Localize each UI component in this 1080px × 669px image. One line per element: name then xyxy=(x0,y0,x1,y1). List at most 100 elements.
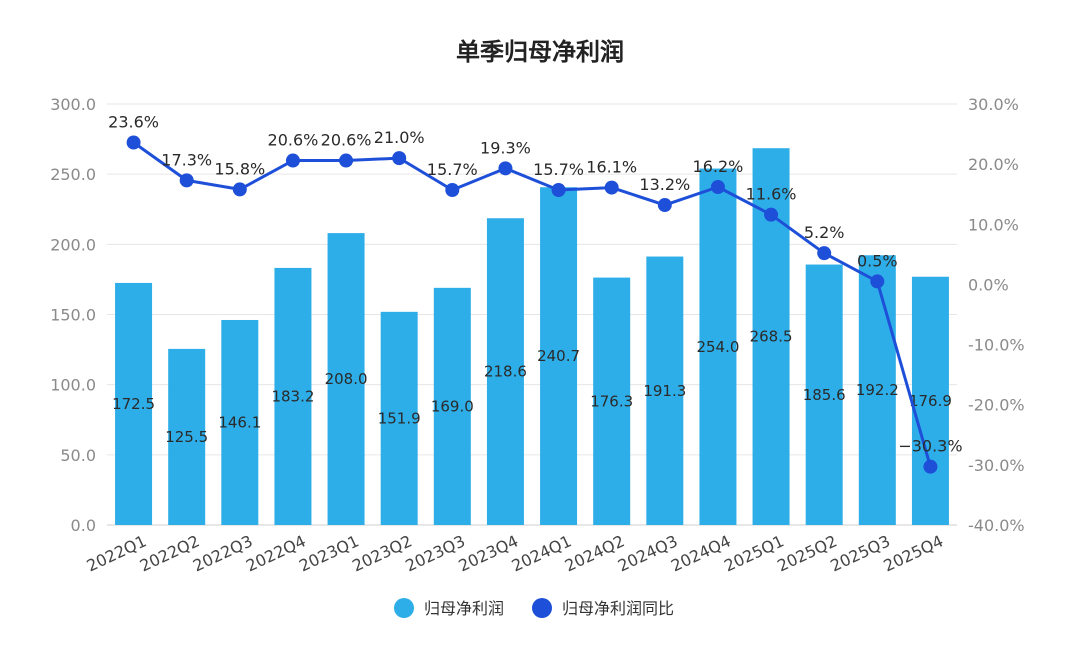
legend-bar-swatch xyxy=(394,598,414,618)
line-value-label: 20.6% xyxy=(268,131,319,150)
x-tick-label: 2022Q2 xyxy=(137,531,203,575)
line-value-label: −30.3% xyxy=(898,437,962,456)
bar-value-label: 176.3 xyxy=(590,392,633,410)
bar xyxy=(646,256,684,525)
line-value-label: 21.0% xyxy=(374,128,425,147)
bar xyxy=(486,218,524,526)
yoy-line xyxy=(132,141,932,468)
x-tick-label: 2022Q1 xyxy=(84,531,150,575)
line-value-label: 16.1% xyxy=(586,158,637,177)
right-tick-label: 20.0% xyxy=(968,155,1019,174)
line-value-label: 23.6% xyxy=(108,112,159,131)
line-point xyxy=(232,182,247,197)
line-point xyxy=(498,161,513,176)
bar xyxy=(593,277,631,525)
x-tick-label: 2025Q4 xyxy=(881,531,947,575)
line-point xyxy=(551,183,566,198)
x-tick-label: 2024Q2 xyxy=(562,531,628,575)
line-point xyxy=(392,151,407,166)
right-tick-label: -10.0% xyxy=(968,336,1025,355)
bar xyxy=(115,282,153,525)
bar-value-label: 183.2 xyxy=(271,387,314,405)
bar-labels: 172.5 125.5 146.1 183.2 208.0 151.9 169.0 218.6… xyxy=(112,328,952,446)
bar xyxy=(274,267,312,525)
right-tick-label: -40.0% xyxy=(968,516,1025,535)
bar xyxy=(699,168,737,525)
bar xyxy=(380,311,418,525)
bar-value-label: 192.2 xyxy=(856,381,899,399)
legend-line-label: 归母净利润同比 xyxy=(562,599,674,618)
bar-value-label: 185.6 xyxy=(803,386,846,404)
bar-value-label: 176.9 xyxy=(909,392,952,410)
left-axis: 0.0 50.0 100.0 150.0 200.0 250.0 300.0 xyxy=(50,95,96,535)
bar-value-label: 268.5 xyxy=(750,328,793,346)
left-tick-label: 200.0 xyxy=(50,235,96,254)
x-tick-label: 2024Q4 xyxy=(668,531,734,575)
line-point xyxy=(179,173,194,188)
line-value-label: 5.2% xyxy=(804,223,845,242)
right-tick-label: 0.0% xyxy=(968,275,1009,294)
bar-series xyxy=(115,148,949,526)
bar-value-label: 125.5 xyxy=(165,428,208,446)
line-value-label: 20.6% xyxy=(321,131,372,150)
x-tick-label: 2025Q1 xyxy=(721,531,787,575)
bar xyxy=(221,319,259,525)
x-tick-label: 2023Q1 xyxy=(296,531,362,575)
bar-value-label: 254.0 xyxy=(696,338,739,356)
x-tick-label: 2025Q3 xyxy=(827,531,893,575)
left-tick-label: 50.0 xyxy=(60,446,96,465)
bar-value-label: 240.7 xyxy=(537,347,580,365)
chart-title: 单季归母净利润 xyxy=(456,38,624,66)
bar-value-label: 172.5 xyxy=(112,395,155,413)
line-point xyxy=(445,183,460,198)
left-tick-label: 150.0 xyxy=(50,306,96,325)
x-tick-label: 2025Q2 xyxy=(774,531,840,575)
line-value-label: 17.3% xyxy=(161,150,212,169)
line-point xyxy=(126,135,141,150)
bar-value-label: 151.9 xyxy=(378,409,421,427)
line-series: 23.6%17.3% 15.8%20.6% 20.6% 21.0%15.7%19.3%… xyxy=(108,112,963,474)
line-point xyxy=(870,274,885,289)
line-value-label: 0.5% xyxy=(857,251,898,270)
right-tick-label: 30.0% xyxy=(968,95,1019,114)
x-tick-label: 2024Q1 xyxy=(509,531,575,575)
line-point xyxy=(764,207,779,222)
legend: 归母净利润 归母净利润同比 xyxy=(394,598,674,618)
bar xyxy=(433,287,471,525)
bar-value-label: 169.0 xyxy=(431,397,474,415)
x-axis: 2022Q12022Q22022Q32022Q42023Q12023Q22023… xyxy=(84,531,946,575)
x-tick-label: 2024Q3 xyxy=(615,531,681,575)
bar xyxy=(540,187,578,526)
left-tick-label: 100.0 xyxy=(50,376,96,395)
x-tick-label: 2022Q3 xyxy=(190,531,256,575)
line-value-label: 15.7% xyxy=(533,160,584,179)
bar-value-label: 208.0 xyxy=(325,370,368,388)
left-tick-label: 0.0 xyxy=(71,516,96,535)
line-point xyxy=(604,180,619,195)
line-value-label: 15.7% xyxy=(427,160,478,179)
line-value-label: 13.2% xyxy=(639,175,690,194)
left-tick-label: 250.0 xyxy=(50,165,96,184)
line-point xyxy=(923,459,938,474)
right-tick-label: -20.0% xyxy=(968,396,1025,415)
legend-bar-label: 归母净利润 xyxy=(424,599,504,618)
bar-value-label: 146.1 xyxy=(218,413,261,431)
x-tick-label: 2022Q4 xyxy=(243,531,309,575)
right-axis: -40.0% -30.0% -20.0% -10.0% 0.0% 10.0% 20.0% 30… xyxy=(968,95,1025,535)
line-value-label: 11.6% xyxy=(746,185,797,204)
right-tick-label: -30.0% xyxy=(968,456,1025,475)
bar-value-label: 191.3 xyxy=(643,382,686,400)
x-tick-label: 2023Q3 xyxy=(402,531,468,575)
line-point xyxy=(285,153,300,168)
line-value-label: 16.2% xyxy=(693,157,744,176)
bar xyxy=(327,233,365,525)
line-point xyxy=(710,179,725,194)
line-value-label: 15.8% xyxy=(214,159,265,178)
left-tick-label: 300.0 xyxy=(50,95,96,114)
bar xyxy=(858,255,896,525)
bar xyxy=(805,264,843,525)
bar xyxy=(911,276,949,525)
bar-value-label: 218.6 xyxy=(484,363,527,381)
line-point xyxy=(657,198,672,213)
